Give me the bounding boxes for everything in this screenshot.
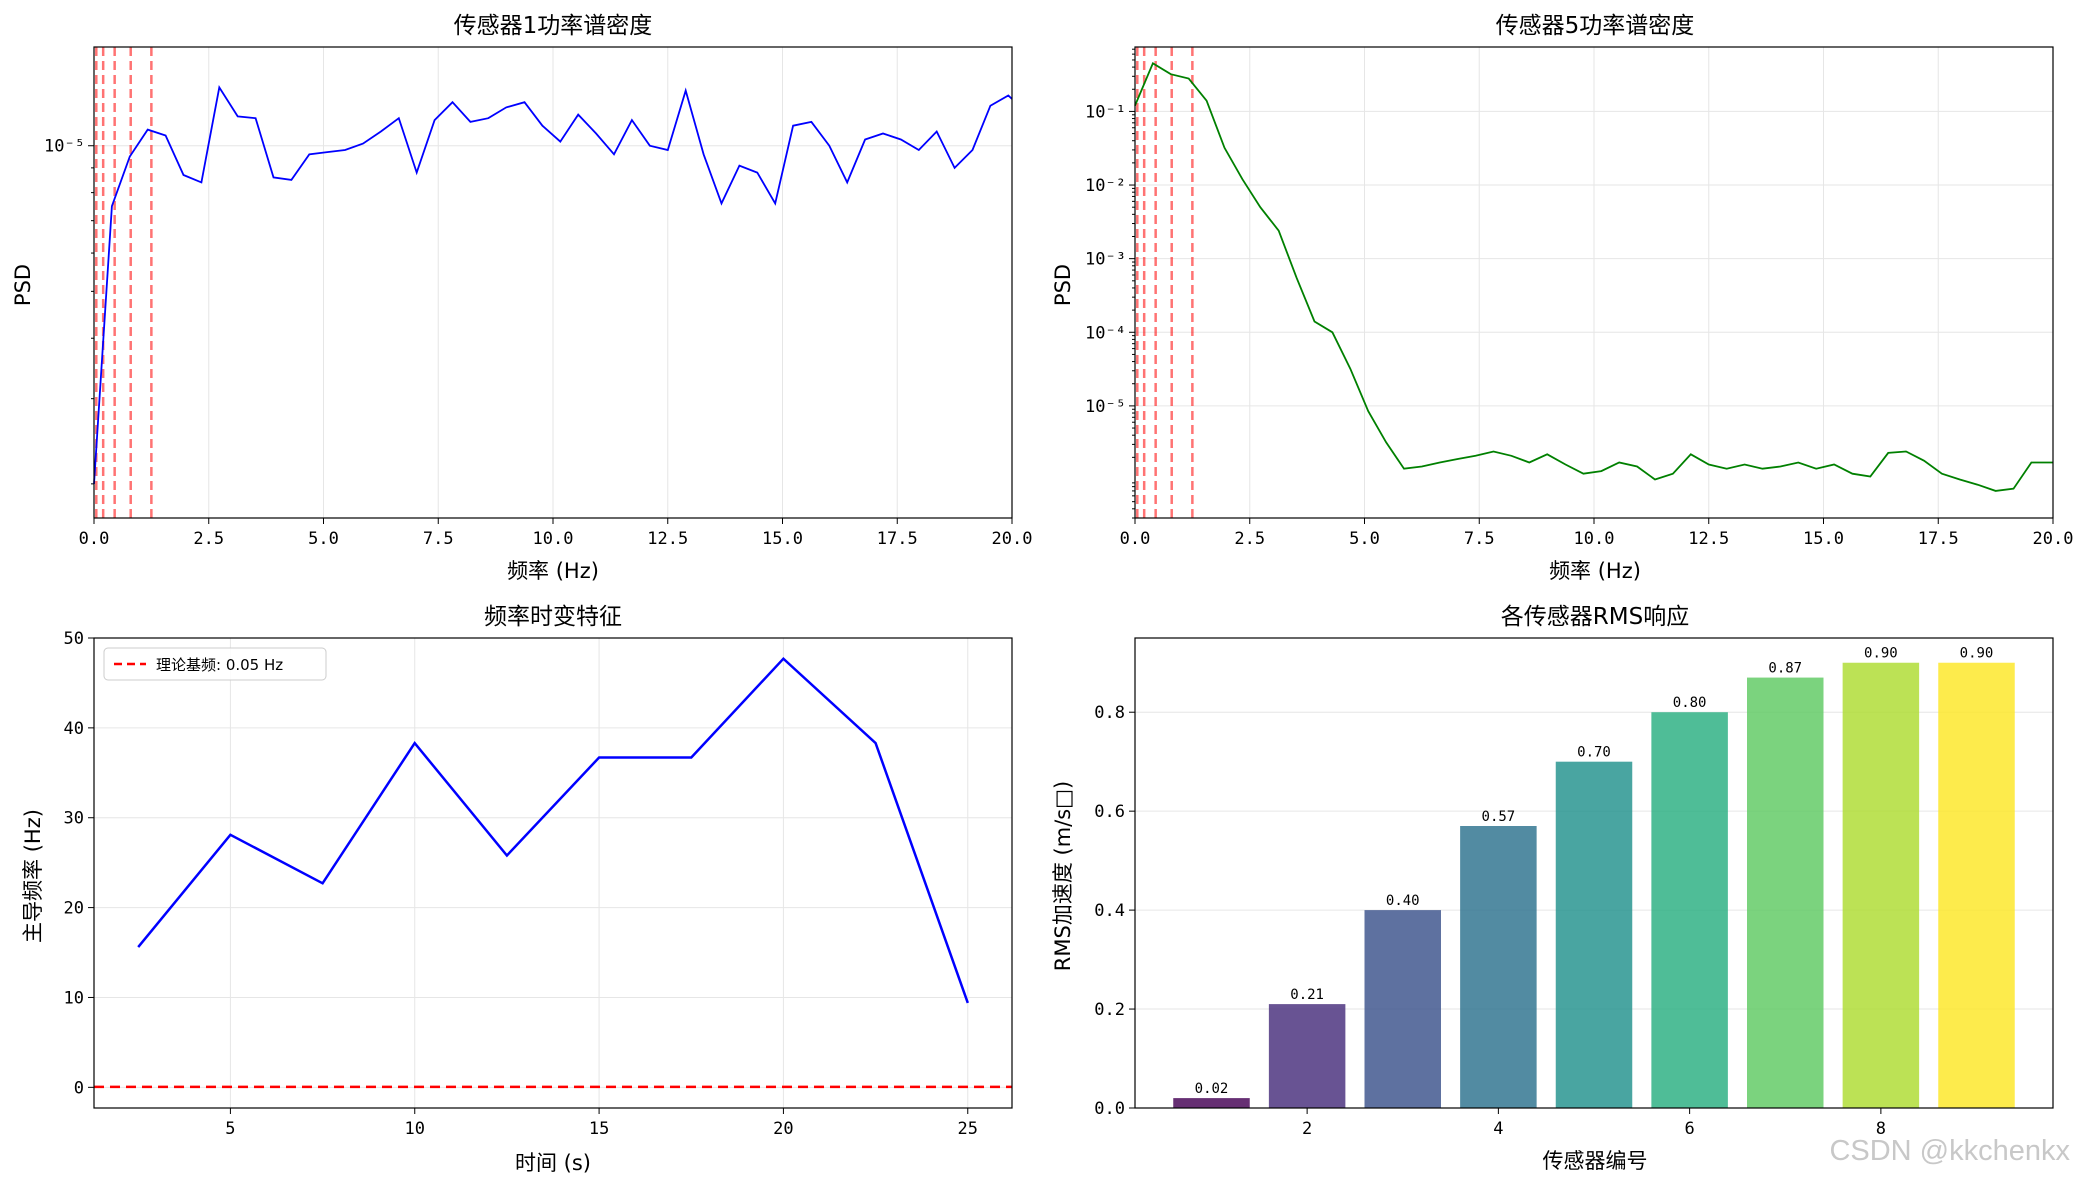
- bar-value-label: 0.80: [1673, 695, 1707, 711]
- bar-value-label: 0.90: [1864, 646, 1898, 662]
- chart4-xlabel: 传感器编号: [1543, 1149, 1648, 1173]
- chart4-title: 各传感器RMS响应: [1501, 604, 1689, 630]
- x-tick-label: 25: [958, 1119, 978, 1139]
- y-tick-label: 30: [64, 809, 84, 829]
- bar-value-label: 0.70: [1577, 745, 1611, 761]
- x-tick-label: 5: [225, 1119, 235, 1139]
- legend-box: [103, 647, 327, 681]
- bar-sensor-3: [1364, 910, 1441, 1108]
- x-tick-label: 8: [1876, 1119, 1886, 1139]
- x-tick-label: 15: [589, 1119, 609, 1139]
- bar-value-label: 0.21: [1290, 987, 1324, 1003]
- y-tick-label: 10⁻²: [1085, 176, 1126, 196]
- x-tick-label: 20.0: [992, 529, 1033, 549]
- bar-sensor-2: [1268, 1004, 1346, 1108]
- dominant-frequency-line: [137, 656, 969, 1004]
- bar-value-label: 0.57: [1482, 809, 1516, 825]
- bar-value-label: 0.02: [1195, 1081, 1229, 1097]
- y-tick-label: 10⁻³: [1085, 250, 1126, 270]
- bar-sensor-7: [1747, 677, 1824, 1108]
- y-tick-label: 10⁻⁵: [44, 137, 85, 157]
- y-tick-label: 10⁻¹: [1085, 102, 1126, 122]
- x-tick-label: 0.0: [1120, 529, 1151, 549]
- x-tick-label: 17.5: [1918, 529, 1959, 549]
- bar-value-label: 0.90: [1960, 646, 1994, 662]
- x-tick-label: 17.5: [877, 529, 918, 549]
- y-tick-label: 10⁻⁴: [1085, 323, 1126, 343]
- chart1-ylabel: PSD: [11, 264, 35, 306]
- y-tick-label: 40: [64, 719, 84, 739]
- y-tick-label: 0: [74, 1078, 84, 1098]
- chart2-ylabel: PSD: [1051, 264, 1075, 306]
- psd-series-line: [1134, 61, 2053, 492]
- x-tick-label: 0.0: [79, 529, 110, 549]
- x-tick-label: 2.5: [1234, 529, 1265, 549]
- y-tick-label: 0.8: [1094, 703, 1125, 723]
- chart1-plot: 0.0 2.5 5.0 7.5 10.0 12.5 15.0 17.5 20.0 10⁻⁵: [44, 46, 1033, 549]
- chart3-xlabel: 时间 (s): [515, 1151, 591, 1175]
- x-tick-label: 6: [1685, 1119, 1695, 1139]
- x-tick-label: 15.0: [1803, 529, 1844, 549]
- x-tick-label: 5.0: [1349, 529, 1380, 549]
- x-tick-label: 7.5: [423, 529, 454, 549]
- plot-frame: [93, 46, 1013, 519]
- y-tick-label: 0.4: [1094, 901, 1125, 921]
- y-tick-label: 10⁻⁵: [1085, 397, 1126, 417]
- y-tick-label: 50: [64, 629, 84, 649]
- bar-value-label: 0.87: [1768, 661, 1802, 677]
- bar-sensor-4: [1460, 826, 1537, 1108]
- legend-label: 理论基频: 0.05 Hz: [156, 656, 283, 674]
- watermark: CSDN @kkchenkx: [1829, 1135, 2070, 1167]
- x-tick-label: 2: [1302, 1119, 1312, 1139]
- plot-frame: [1134, 46, 2054, 519]
- bar-sensor-6: [1651, 712, 1728, 1108]
- bar-sensor-1: [1173, 1098, 1250, 1108]
- x-tick-label: 20.0: [2033, 529, 2074, 549]
- x-tick-label: 12.5: [647, 529, 688, 549]
- bar-sensor-9: [1938, 662, 2015, 1108]
- bar-sensor-5: [1555, 761, 1633, 1108]
- x-tick-label: 7.5: [1464, 529, 1495, 549]
- chart2-plot: 0.0 2.5 5.0 7.5 10.0 12.5 15.0 17.5 20.0 10⁻¹ 10⁻²…: [1085, 46, 2074, 549]
- chart1-xlabel: 频率 (Hz): [507, 559, 599, 583]
- chart3-ylabel: 主导频率 (Hz): [21, 809, 45, 943]
- y-tick-label: 0.2: [1094, 1000, 1125, 1020]
- chart4-plot: 0.0 0.2 0.4 0.6 0.8 0.02 0.21 0.40 0.57 0.70 0.80 0…: [1094, 637, 2054, 1139]
- x-tick-label: 20: [773, 1119, 793, 1139]
- x-tick-label: 5.0: [308, 529, 339, 549]
- y-tick-label: 10: [64, 988, 84, 1008]
- x-tick-label: 12.5: [1688, 529, 1729, 549]
- legend: 理论基频: 0.05 Hz: [103, 647, 327, 681]
- y-tick-label: 0.0: [1094, 1099, 1125, 1119]
- x-tick-label: 2.5: [193, 529, 224, 549]
- psd-series-line: [93, 84, 1013, 484]
- x-tick-label: 15.0: [762, 529, 803, 549]
- y-tick-label: 20: [64, 899, 84, 919]
- x-tick-label: 10.0: [533, 529, 574, 549]
- chart2-title: 传感器5功率谱密度: [1496, 13, 1695, 39]
- bar-value-label: 0.40: [1386, 893, 1420, 909]
- chart3-plot: 5 10 15 20 25 0 10 20 30 40 50 理论基频: 0.05 Hz: [64, 629, 1013, 1139]
- plot-frame: [1134, 637, 2054, 1109]
- x-tick-label: 10: [405, 1119, 425, 1139]
- chart2-xlabel: 频率 (Hz): [1549, 559, 1641, 583]
- plot-frame: [93, 637, 1013, 1109]
- chart4-ylabel: RMS加速度 (m/s□): [1051, 781, 1075, 971]
- chart1-title: 传感器1功率谱密度: [454, 13, 653, 39]
- chart3-title: 频率时变特征: [484, 604, 622, 630]
- bar-sensor-8: [1842, 662, 1920, 1108]
- y-tick-label: 0.6: [1094, 802, 1125, 822]
- x-tick-label: 10.0: [1574, 529, 1615, 549]
- x-tick-label: 4: [1493, 1119, 1503, 1139]
